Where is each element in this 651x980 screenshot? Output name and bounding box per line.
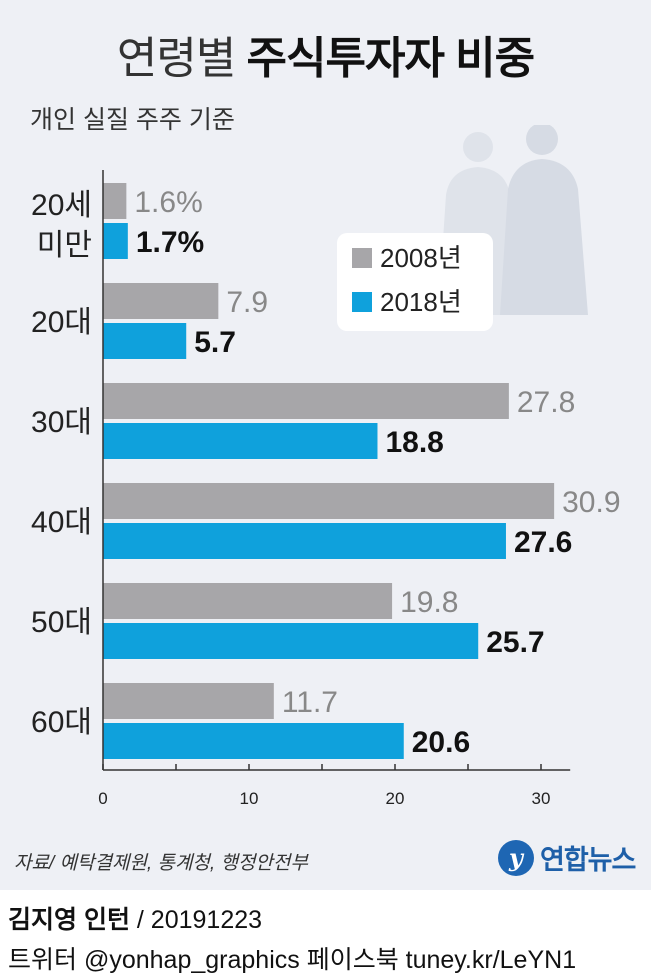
category-label: 20대 <box>31 306 92 339</box>
legend-label: 2008년 <box>380 243 462 273</box>
x-tick-label: 30 <box>532 789 551 808</box>
data-label: 27.8 <box>517 386 575 419</box>
legend-swatch <box>352 292 372 312</box>
x-tick-label: 20 <box>386 789 405 808</box>
chart-subtitle: 개인 실질 주주 기준 <box>30 106 235 134</box>
data-label: 18.8 <box>385 426 443 459</box>
infographic-canvas: 연령별 주식투자자 비중 개인 실질 주주 기준 1.6% 1.7% 7.9 5.7 2… <box>0 0 651 890</box>
data-label: 19.8 <box>400 586 458 619</box>
category-label-line: 20대 <box>31 306 92 339</box>
title-bold: 주식투자자 비중 <box>246 34 536 83</box>
credit-line: 김지영 인턴 / 20191223 <box>8 900 262 936</box>
legend-swatch <box>352 248 372 268</box>
bar-2008 <box>103 683 274 719</box>
author-name: 김지영 인턴 <box>8 906 130 934</box>
x-tick-label: 10 <box>240 789 259 808</box>
category-label-line: 미만 <box>37 229 92 262</box>
x-ticks-group: 0 10 20 30 <box>98 764 550 808</box>
category-label: 60대 <box>31 706 92 739</box>
data-label: 7.9 <box>226 286 268 319</box>
category-label-line: 50대 <box>31 606 92 639</box>
bar-2008 <box>103 383 509 419</box>
bar-2008 <box>103 283 219 319</box>
data-label: 5.7 <box>194 326 236 359</box>
data-label: 25.7 <box>486 626 544 659</box>
bar-2018 <box>103 423 378 459</box>
data-label: 20.6 <box>412 726 470 759</box>
data-label: 30.9 <box>562 486 620 519</box>
bar-2008 <box>103 183 127 219</box>
data-label: 11.7 <box>282 686 338 719</box>
category-label: 30대 <box>31 406 92 439</box>
x-tick-label: 0 <box>98 789 107 808</box>
chart-title: 연령별 주식투자자 비중 <box>0 22 651 86</box>
bars-group: 1.6% 1.7% 7.9 5.7 27.8 18.8 30.9 27.6 19.8 25.7 11… <box>103 183 621 759</box>
yonhap-logo: y 연합뉴스 <box>498 838 636 877</box>
category-label: 40대 <box>31 506 92 539</box>
yonhap-logo-text: 연합뉴스 <box>540 845 636 875</box>
legend: 2008년 2018년 <box>337 233 493 331</box>
publish-date: / 20191223 <box>136 906 263 934</box>
data-label: 1.6% <box>134 186 202 219</box>
bar-chart: 1.6% 1.7% 7.9 5.7 27.8 18.8 30.9 27.6 19.8 25.7 11… <box>31 170 621 808</box>
data-label: 1.7% <box>136 226 204 259</box>
legend-label: 2018년 <box>380 287 462 317</box>
bar-2018 <box>103 623 479 659</box>
bar-2018 <box>103 723 404 759</box>
bar-2018 <box>103 223 128 259</box>
title-light: 연령별 <box>116 34 236 83</box>
yonhap-logo-icon: y <box>498 839 534 876</box>
category-label: 50대 <box>31 606 92 639</box>
category-label-line: 20세 <box>31 189 92 222</box>
category-label-line: 60대 <box>31 706 92 739</box>
bar-2008 <box>103 483 555 519</box>
data-label: 27.6 <box>514 526 572 559</box>
category-label-line: 30대 <box>31 406 92 439</box>
category-label-line: 40대 <box>31 506 92 539</box>
bar-2008 <box>103 583 393 619</box>
legend-box <box>337 233 493 331</box>
bar-2018 <box>103 523 506 559</box>
source-note: 자료/ 예탁결제원, 통계청, 행정안전부 <box>14 853 308 874</box>
social-links: 트위터 @yonhap_graphics 페이스북 tuney.kr/LeYN1 <box>8 946 577 974</box>
bar-2018 <box>103 323 187 359</box>
